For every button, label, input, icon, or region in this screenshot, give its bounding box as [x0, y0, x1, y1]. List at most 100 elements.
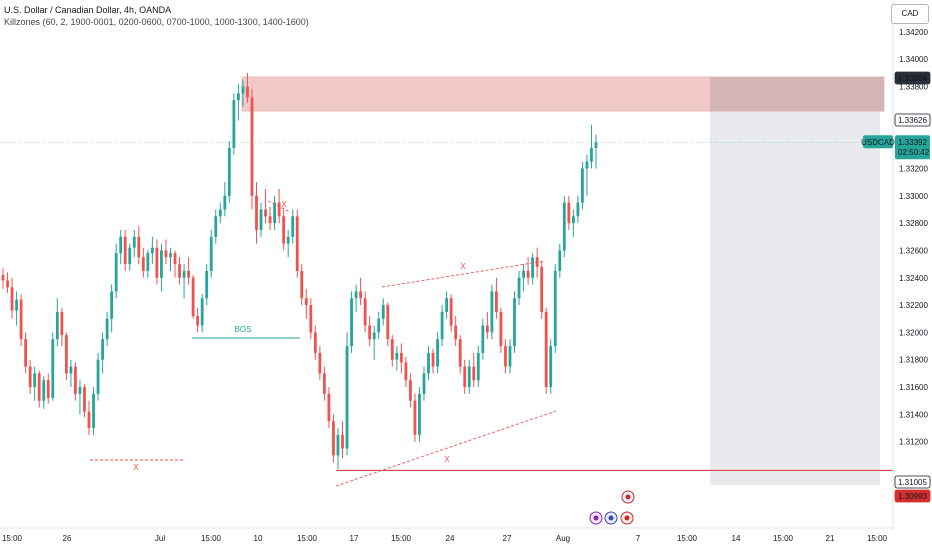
candle[interactable] [422, 366, 426, 401]
candle[interactable] [576, 195, 580, 224]
candle[interactable] [105, 311, 109, 347]
candle[interactable] [581, 161, 584, 210]
candle[interactable] [359, 277, 363, 306]
candle[interactable] [60, 307, 64, 347]
candle[interactable] [42, 376, 46, 409]
candle[interactable] [92, 387, 95, 435]
candle[interactable] [155, 239, 159, 285]
candle[interactable] [28, 359, 32, 394]
candle[interactable] [508, 339, 512, 374]
candle[interactable] [15, 291, 18, 326]
event-icon[interactable] [604, 511, 618, 525]
candle[interactable] [173, 250, 177, 278]
candle[interactable] [141, 247, 145, 278]
candle[interactable] [322, 366, 326, 401]
candle[interactable] [214, 209, 218, 244]
candle[interactable] [137, 225, 141, 265]
candle[interactable] [300, 264, 304, 306]
candle[interactable] [381, 298, 385, 326]
candle[interactable] [495, 277, 498, 319]
candle[interactable] [6, 272, 9, 293]
candle[interactable] [445, 291, 449, 319]
candle[interactable] [590, 124, 593, 169]
candle[interactable] [119, 229, 123, 265]
candle[interactable] [409, 373, 412, 408]
candle[interactable] [363, 291, 367, 333]
candle[interactable] [191, 275, 195, 319]
event-icon[interactable] [621, 490, 635, 504]
candle[interactable] [490, 284, 494, 340]
currency-button[interactable]: CAD [891, 4, 929, 24]
lower-trendline[interactable] [335, 410, 557, 487]
candle[interactable] [436, 332, 439, 374]
candle[interactable] [96, 352, 100, 401]
candle[interactable] [368, 316, 372, 347]
candle[interactable] [418, 387, 421, 442]
candle[interactable] [182, 264, 186, 299]
candle[interactable] [51, 332, 55, 401]
candle[interactable] [132, 229, 136, 258]
candle[interactable] [178, 257, 181, 285]
candle[interactable] [404, 356, 408, 388]
candle[interactable] [449, 294, 453, 333]
candle[interactable] [399, 343, 403, 374]
candle[interactable] [309, 298, 313, 340]
candle[interactable] [345, 332, 349, 456]
candle[interactable] [386, 302, 390, 347]
candle[interactable] [10, 277, 14, 319]
candle[interactable] [259, 202, 263, 237]
candle[interactable] [78, 380, 82, 415]
candle[interactable] [553, 264, 557, 353]
candle[interactable] [350, 291, 353, 353]
candle[interactable] [69, 359, 73, 388]
candle[interactable] [481, 318, 485, 360]
candle[interactable] [549, 339, 553, 394]
candle[interactable] [354, 284, 358, 312]
candle[interactable] [390, 335, 394, 367]
candle[interactable] [517, 270, 521, 306]
candle[interactable] [160, 243, 163, 292]
candle[interactable] [223, 182, 227, 217]
candle[interactable] [558, 243, 562, 278]
candle[interactable] [128, 243, 132, 271]
candle[interactable] [123, 229, 127, 271]
candle[interactable] [196, 307, 200, 333]
candle[interactable] [431, 348, 435, 374]
candle[interactable] [454, 316, 458, 347]
high-marker-line[interactable] [267, 200, 291, 213]
candle[interactable] [74, 362, 77, 401]
candle[interactable] [594, 134, 598, 169]
candle[interactable] [313, 325, 317, 360]
candle[interactable] [463, 359, 467, 394]
candle[interactable] [169, 247, 172, 271]
candle[interactable] [440, 305, 444, 347]
candle[interactable] [187, 257, 190, 285]
candle[interactable] [467, 359, 471, 394]
candle[interactable] [241, 79, 245, 107]
candle[interactable] [33, 366, 37, 401]
candle[interactable] [585, 154, 589, 196]
candle[interactable] [236, 83, 240, 121]
candle[interactable] [282, 209, 286, 251]
candle[interactable] [413, 393, 417, 442]
candle[interactable] [499, 307, 503, 353]
candle[interactable] [64, 332, 68, 381]
candle[interactable] [327, 387, 331, 429]
candle[interactable] [24, 332, 28, 374]
candle[interactable] [504, 339, 507, 374]
candle[interactable] [164, 239, 168, 265]
candle[interactable] [246, 72, 249, 103]
candle[interactable] [522, 264, 525, 292]
candle[interactable] [37, 370, 41, 408]
candle[interactable] [264, 188, 267, 224]
candle[interactable] [227, 141, 231, 203]
event-icon[interactable] [620, 511, 634, 525]
candle[interactable] [372, 325, 376, 360]
candle[interactable] [476, 346, 480, 388]
candle[interactable] [395, 346, 399, 371]
candle[interactable] [332, 414, 335, 463]
candle[interactable] [562, 195, 566, 258]
upper-trendline[interactable] [381, 260, 546, 288]
candle[interactable] [232, 93, 236, 155]
